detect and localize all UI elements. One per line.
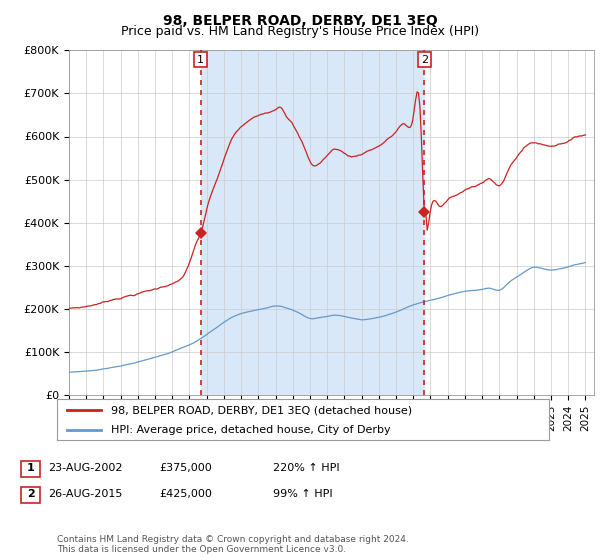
Text: 1: 1 (27, 463, 34, 473)
Text: 2: 2 (27, 489, 34, 499)
Text: Price paid vs. HM Land Registry's House Price Index (HPI): Price paid vs. HM Land Registry's House … (121, 25, 479, 38)
Text: 98, BELPER ROAD, DERBY, DE1 3EQ: 98, BELPER ROAD, DERBY, DE1 3EQ (163, 14, 437, 28)
Text: £425,000: £425,000 (159, 489, 212, 499)
Text: 98, BELPER ROAD, DERBY, DE1 3EQ (detached house): 98, BELPER ROAD, DERBY, DE1 3EQ (detache… (111, 405, 412, 415)
Text: 2: 2 (421, 55, 428, 65)
Text: 99% ↑ HPI: 99% ↑ HPI (273, 489, 332, 499)
Text: 220% ↑ HPI: 220% ↑ HPI (273, 463, 340, 473)
Text: £375,000: £375,000 (159, 463, 212, 473)
Text: HPI: Average price, detached house, City of Derby: HPI: Average price, detached house, City… (111, 424, 391, 435)
Text: 23-AUG-2002: 23-AUG-2002 (48, 463, 122, 473)
Bar (200, 50, 424, 395)
Text: Contains HM Land Registry data © Crown copyright and database right 2024.
This d: Contains HM Land Registry data © Crown c… (57, 535, 409, 554)
Text: 1: 1 (197, 55, 204, 65)
Text: 26-AUG-2015: 26-AUG-2015 (48, 489, 122, 499)
